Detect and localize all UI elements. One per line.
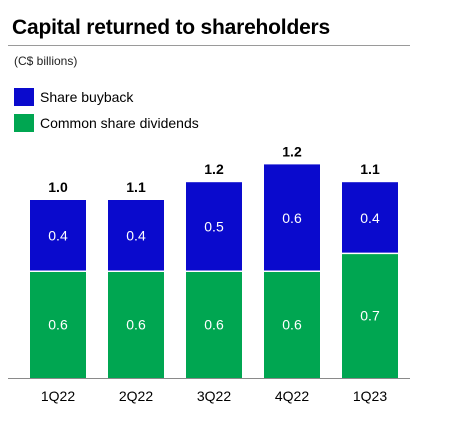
bar-share-buyback-3q22	[186, 182, 242, 272]
bar-share-buyback-1q23	[342, 182, 398, 254]
x-tick-label-1q23: 1Q23	[353, 388, 387, 404]
legend: Share buyback Common share dividends	[14, 87, 199, 139]
total-label-1q22: 1.0	[48, 179, 68, 195]
segment-label-share-buyback-2q22: 0.4	[126, 228, 146, 244]
total-label-3q22: 1.2	[204, 161, 224, 177]
bar-common-share-dividends-3q22	[186, 271, 242, 378]
bar-common-share-dividends-4q22	[264, 271, 320, 378]
segment-label-common-share-dividends-2q22: 0.6	[126, 317, 146, 333]
x-tick-label-2q22: 2Q22	[119, 388, 153, 404]
total-label-4q22: 1.2	[282, 143, 302, 159]
x-tick-label-4q22: 4Q22	[275, 388, 309, 404]
x-tick-label-1q22: 1Q22	[41, 388, 75, 404]
segment-label-share-buyback-1q22: 0.4	[48, 228, 68, 244]
segment-label-share-buyback-1q23: 0.4	[360, 210, 380, 226]
legend-label-common-share-dividends: Common share dividends	[40, 115, 199, 131]
legend-item-common-share-dividends: Common share dividends	[14, 113, 199, 133]
x-tick-label-3q22: 3Q22	[197, 388, 231, 404]
total-label-2q22: 1.1	[126, 179, 146, 195]
bar-common-share-dividends-2q22	[108, 271, 164, 378]
bar-share-buyback-4q22	[264, 164, 320, 272]
segment-label-common-share-dividends-3q22: 0.6	[204, 317, 224, 333]
segment-label-common-share-dividends-1q23: 0.7	[360, 308, 380, 324]
legend-label-share-buyback: Share buyback	[40, 89, 134, 105]
bar-common-share-dividends-1q22	[30, 271, 86, 378]
legend-swatch-share-buyback	[14, 88, 34, 106]
bar-share-buyback-2q22	[108, 200, 164, 272]
chart-subtitle: (C$ billions)	[14, 54, 78, 68]
segment-label-share-buyback-4q22: 0.6	[282, 210, 302, 226]
segment-label-share-buyback-3q22: 0.5	[204, 219, 224, 235]
title-divider	[8, 45, 410, 46]
bar-share-buyback-1q22	[30, 200, 86, 272]
segment-label-common-share-dividends-4q22: 0.6	[282, 317, 302, 333]
bar-common-share-dividends-1q23	[342, 253, 398, 378]
legend-swatch-common-share-dividends	[14, 114, 34, 132]
chart-title: Capital returned to shareholders	[12, 16, 331, 39]
legend-item-share-buyback: Share buyback	[14, 87, 199, 107]
total-label-1q23: 1.1	[360, 161, 380, 177]
segment-label-common-share-dividends-1q22: 0.6	[48, 317, 68, 333]
